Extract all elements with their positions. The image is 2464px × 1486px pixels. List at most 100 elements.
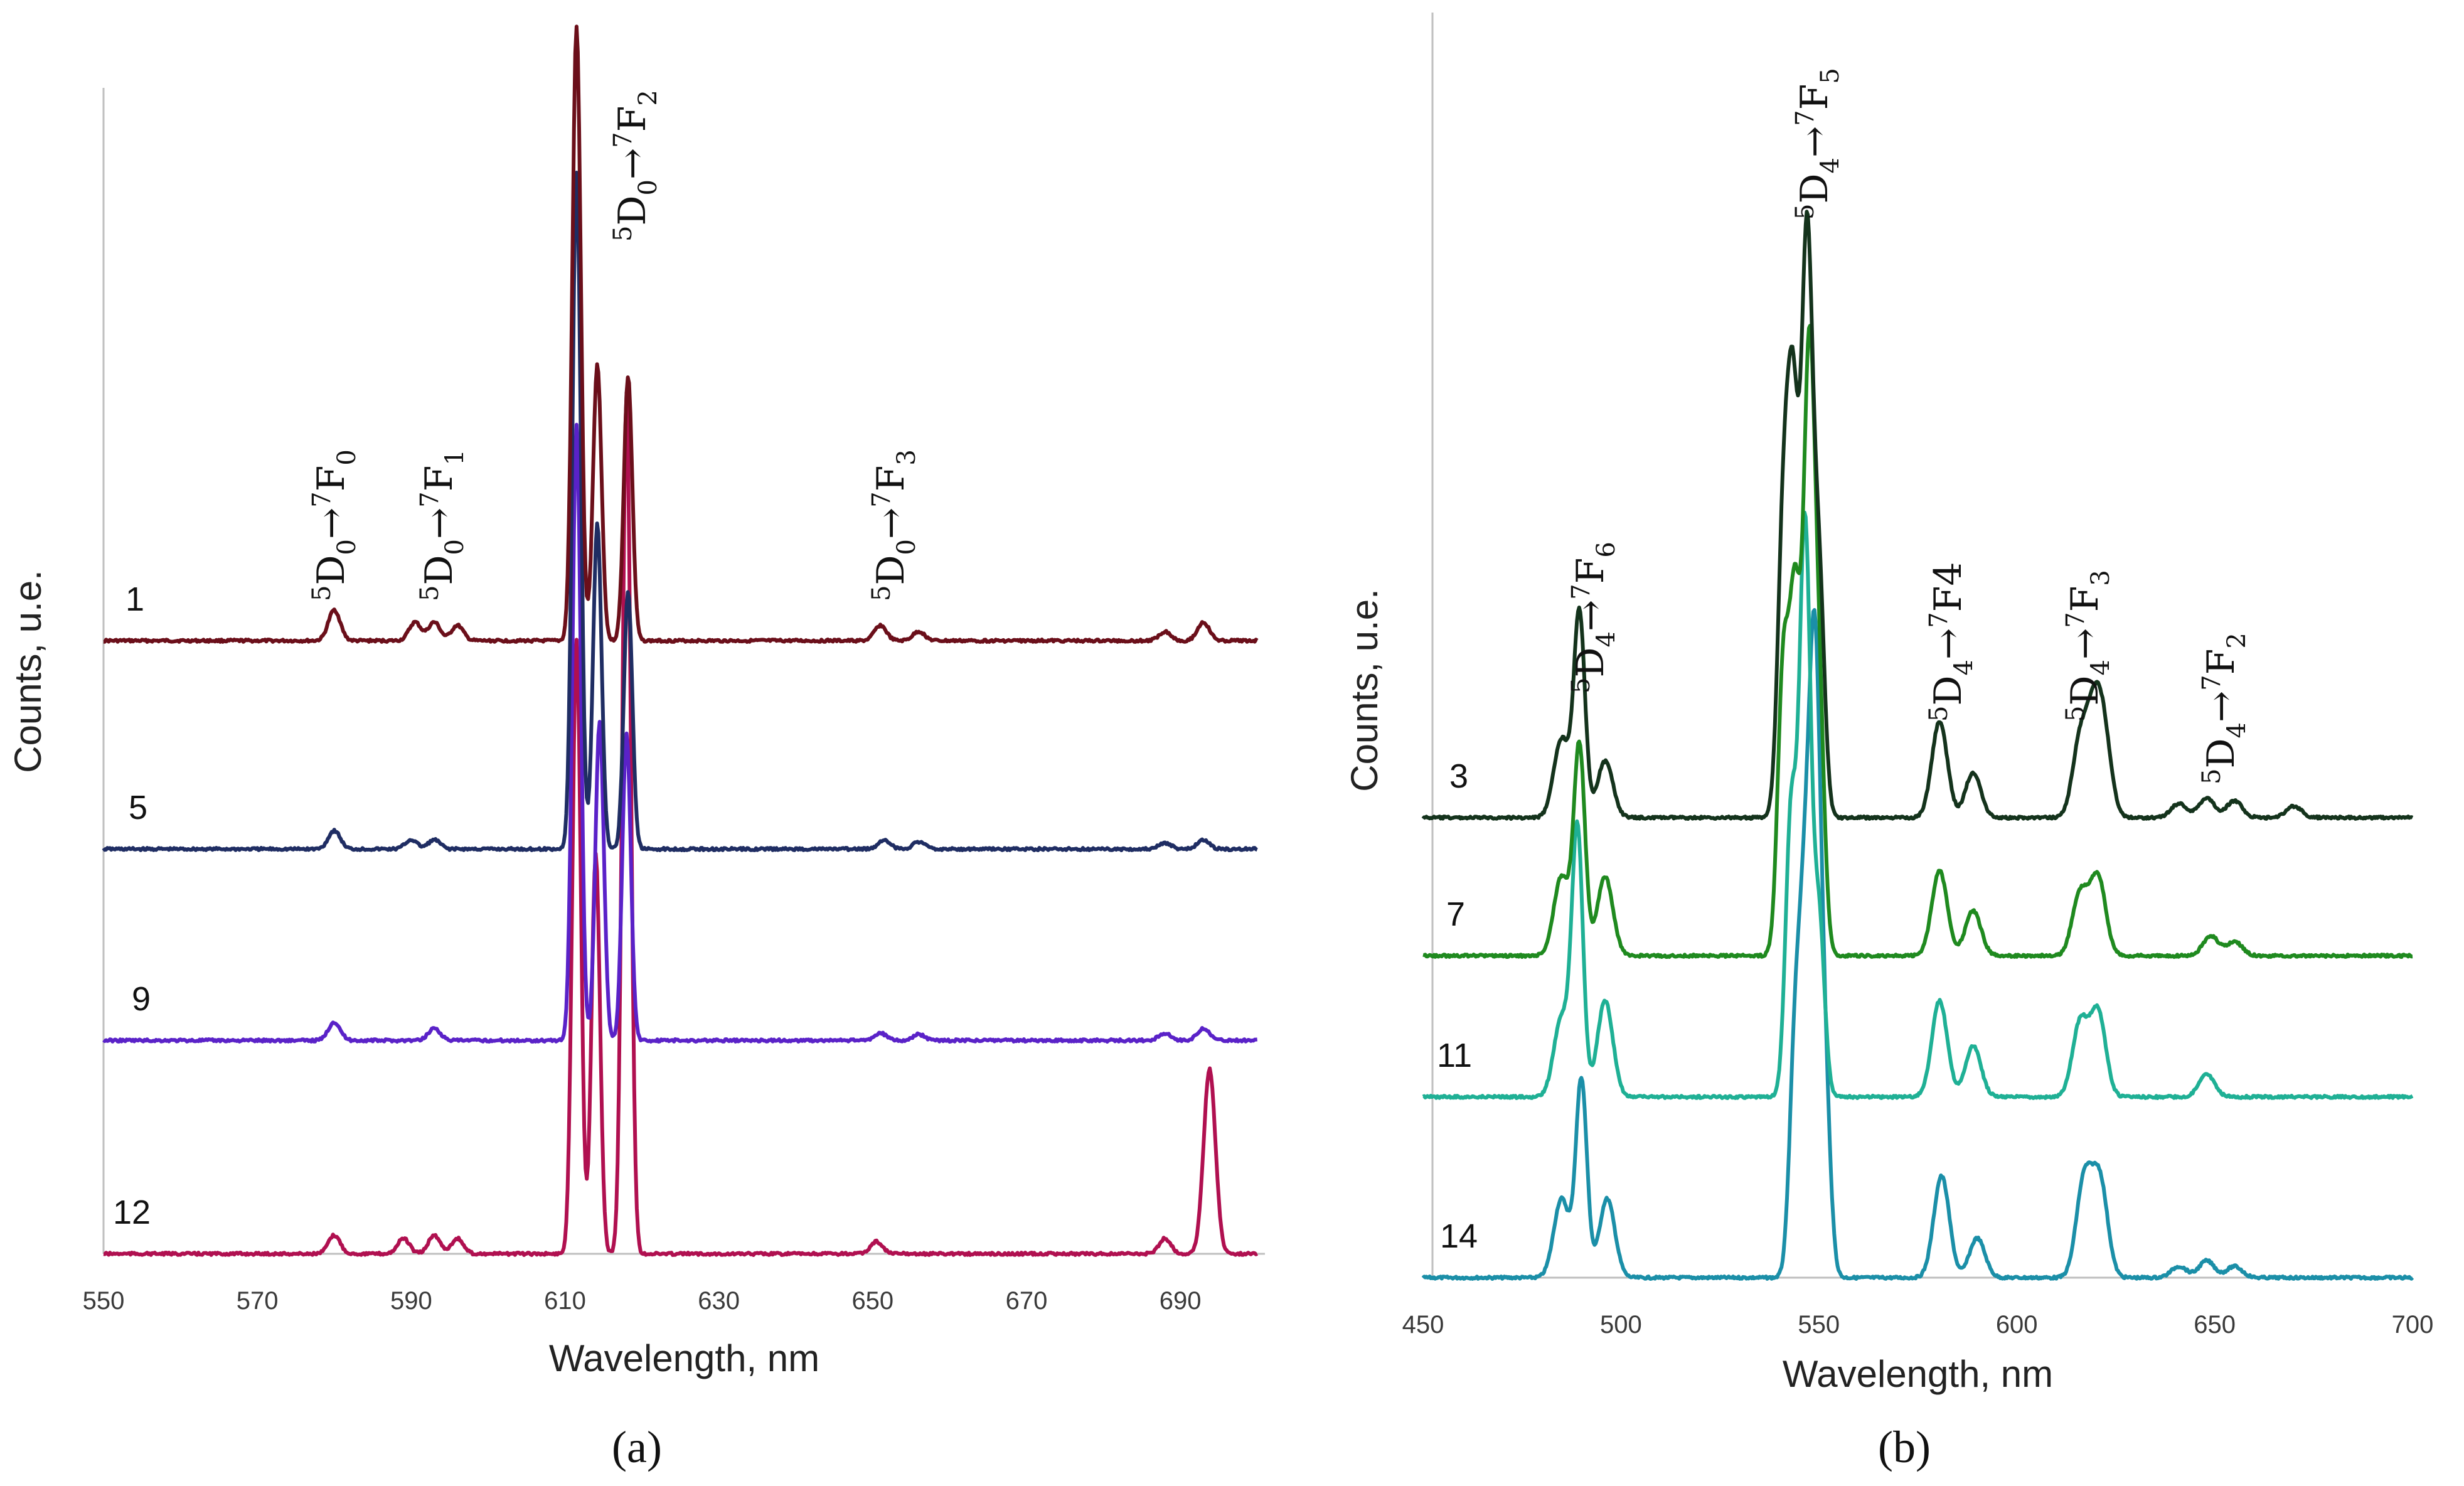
- annotation-part-arrow: →: [1926, 628, 1970, 660]
- annotation-part-base2: F: [611, 106, 654, 132]
- transition-annotation: 5D0→7F1: [415, 449, 469, 601]
- series-label-5: 5: [129, 789, 147, 826]
- series-label-9: 9: [132, 980, 151, 1018]
- annotation-part-sup1: 5: [1567, 678, 1596, 693]
- annotation-part-base2: F: [2199, 649, 2243, 675]
- annotation-part-base2: F: [309, 466, 353, 492]
- series-line-7: [1422, 324, 2414, 959]
- annotation-part-sup2: 7: [609, 132, 637, 147]
- annotation-part-sup1: 5: [867, 585, 896, 601]
- annotation-part-sup1: 5: [2197, 769, 2226, 784]
- y-axis-title: Counts, u.e.: [1343, 589, 1385, 792]
- annotation-part-base2: F: [417, 466, 461, 492]
- annotation-part-sub2: 2: [634, 90, 663, 105]
- transition-annotation: 5D4→7F2: [2197, 633, 2251, 784]
- annotation-part-base1: D: [869, 555, 913, 585]
- annotation-part-sup2: 7: [1567, 584, 1596, 599]
- annotation-part-base2: F: [1793, 84, 1837, 110]
- annotation-part-sup2: 7: [2061, 612, 2090, 628]
- panel-b: 450 500 550 600 650 700 Wavelength, nm Counts, …: [1343, 13, 2433, 1472]
- x-tick-label: 690: [1160, 1287, 1202, 1315]
- series-label-12: 12: [113, 1194, 151, 1231]
- annotation-part-base2: F: [1569, 558, 1613, 584]
- annotation-part-sub2: 5: [1816, 68, 1845, 83]
- annotation-part-sub1: 0: [333, 539, 361, 555]
- annotation-part-sup2: 7: [1791, 110, 1820, 126]
- series-line-3: [1421, 210, 2414, 821]
- series-line-9: [102, 422, 1258, 1044]
- annotation-part-sub1: 4: [1592, 631, 1621, 647]
- x-tick-label: 500: [1600, 1311, 1642, 1339]
- annotation-part-sup1: 5: [1791, 204, 1820, 220]
- panel-label: (a): [612, 1422, 662, 1472]
- series-label-1: 1: [125, 580, 144, 618]
- annotation-part-sub2: 1: [440, 449, 469, 465]
- y-axis-title: Counts, u.e.: [7, 570, 49, 773]
- annotation-part-sub2: 6: [1592, 542, 1621, 557]
- x-tick-label: 550: [83, 1287, 125, 1315]
- annotation-part-arrow: →: [2199, 691, 2243, 722]
- x-axis-title: Wavelength, nm: [1783, 1353, 2053, 1395]
- annotation-part-sup2: 7: [867, 491, 896, 507]
- transition-annotation: 5D4→7F3: [2061, 570, 2115, 722]
- annotation-part-sub1: 0: [892, 539, 921, 555]
- x-tick-label: 450: [1402, 1311, 1444, 1339]
- series-label-11: 11: [1437, 1037, 1472, 1074]
- annotation-part-sub1: 4: [1949, 660, 1978, 675]
- annotation-part-base1: D: [2199, 738, 2243, 768]
- annotation-part-arrow: →: [1793, 126, 1837, 158]
- annotation-part-sup2: 7: [1924, 612, 1953, 628]
- annotation-part-arrow: →: [611, 148, 654, 179]
- x-axis-title: Wavelength, nm: [549, 1337, 819, 1379]
- transition-annotation: 5D0→7F0: [307, 449, 361, 601]
- transition-annotation: 5D4→7F4: [1924, 562, 1978, 722]
- series-label-3: 3: [1449, 757, 1468, 795]
- annotation-part-sup1: 5: [2061, 706, 2090, 722]
- transition-annotation: 5D4→7F6: [1567, 542, 1621, 693]
- x-tick-label: 590: [390, 1287, 432, 1315]
- series-line-11: [1422, 510, 2414, 1100]
- annotation-part-sub2: 2: [2222, 633, 2251, 648]
- annotation-part-base1: D: [1793, 173, 1837, 203]
- annotation-part-arrow: →: [2063, 628, 2107, 660]
- x-tick-label: 650: [851, 1287, 893, 1315]
- series-line-1: [103, 24, 1259, 644]
- annotation-part-sub1: 0: [440, 539, 469, 555]
- series-label-14: 14: [1440, 1217, 1478, 1255]
- annotation-part-sup1: 5: [1924, 706, 1953, 722]
- annotation-part-sub2: 3: [892, 449, 921, 465]
- annotation-part-base1: D: [2063, 675, 2107, 705]
- annotation-part-base2: F: [869, 466, 913, 492]
- annotation-part-sub1: 0: [634, 179, 663, 195]
- annotation-part-sub2: 0: [333, 449, 361, 465]
- x-tick-label: 670: [1006, 1287, 1048, 1315]
- annotation-part-sup1: 5: [415, 585, 444, 601]
- annotation-part-arrow: →: [309, 508, 353, 539]
- annotation-part-base1: D: [611, 195, 654, 225]
- series-line-14: [1421, 608, 2414, 1281]
- annotation-part-arrow: →: [417, 508, 461, 539]
- x-tick-label: 650: [2194, 1311, 2236, 1339]
- series-label-7: 7: [1446, 895, 1465, 933]
- annotation-part-base1: D: [417, 555, 461, 585]
- annotation-part-sub1: 4: [1816, 158, 1845, 173]
- x-tick-label: 610: [544, 1287, 586, 1315]
- x-tick-label: 700: [2392, 1311, 2434, 1339]
- annotation-part-base1: D: [1569, 647, 1613, 677]
- x-tick-label: 550: [1798, 1311, 1840, 1339]
- annotation-part-sub1: 4: [2086, 660, 2115, 675]
- annotation-part-sup2: 7: [415, 491, 444, 507]
- series-line-12: [103, 390, 1259, 1257]
- annotation-part-base2: F: [2063, 586, 2107, 612]
- annotation-part-base1: D: [309, 555, 353, 585]
- transition-annotation: 5D0→7F3: [867, 449, 921, 601]
- transition-annotation: 5D0→7F2: [609, 90, 663, 242]
- annotation-part-sup1: 5: [307, 585, 336, 601]
- x-tick-label: 570: [237, 1287, 279, 1315]
- annotation-part-arrow: →: [1569, 600, 1613, 631]
- x-tick-label: 630: [698, 1287, 740, 1315]
- annotation-part-sup1: 5: [609, 226, 637, 242]
